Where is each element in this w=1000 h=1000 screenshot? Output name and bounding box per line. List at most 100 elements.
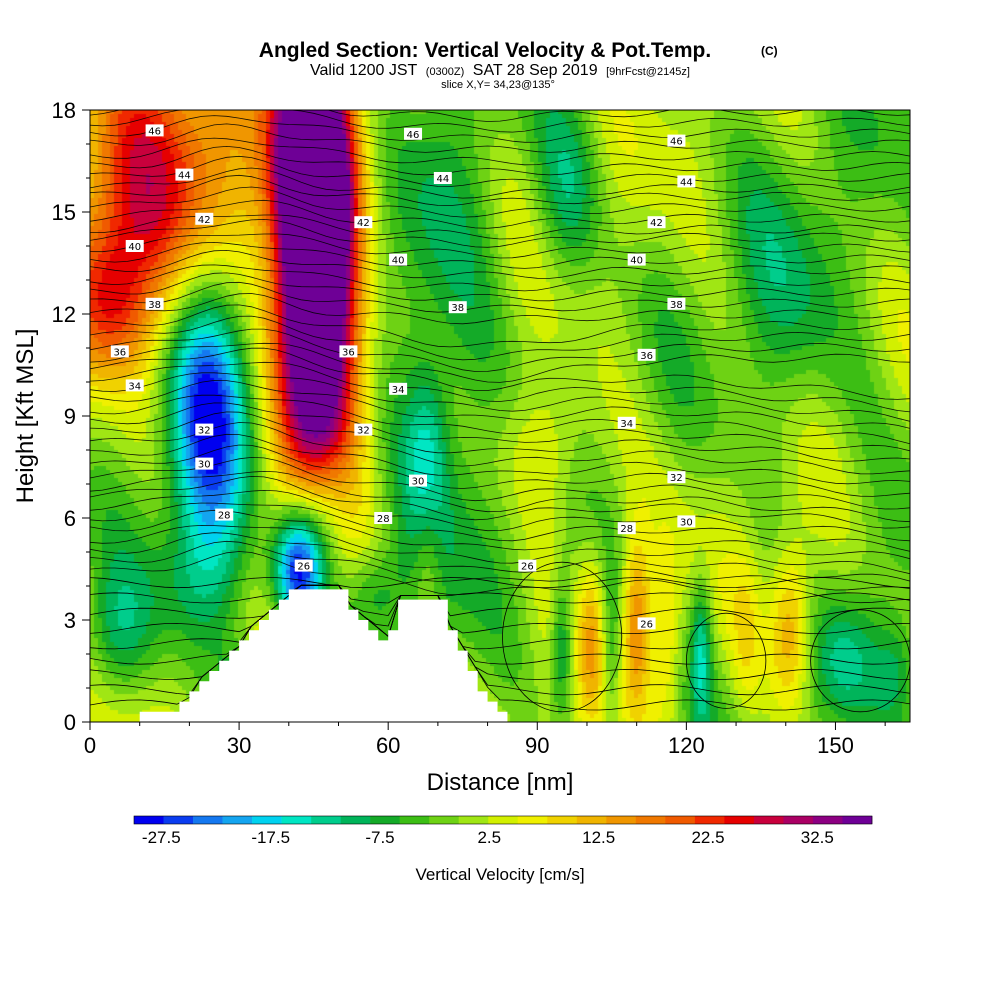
colorbar-tick-label: 22.5 [691,828,724,847]
colorbar-tick-label: -17.5 [251,828,290,847]
theta-contour-line [90,456,910,510]
contour-label-box [195,457,214,470]
contour-label-text: 26 [297,562,310,573]
theta-contour-line [90,110,910,122]
contour-label-text: 44 [436,174,449,185]
contour-label-box [518,559,537,572]
contour-label: 38 [667,297,686,311]
contour-label: 44 [433,172,452,185]
y-axis: 0 3 6 9 12 15 18 [52,98,90,735]
contour-label-text: 40 [630,256,643,267]
theta-contour-line [90,584,910,650]
contour-label-box [389,382,408,395]
contour-label-text: 38 [670,300,683,311]
colorbar-swatch [399,816,430,824]
contour-label-box [374,512,393,524]
contour-label-text: 30 [680,517,693,528]
contour-label: 42 [195,212,214,226]
colorbar-tick-label: 32.5 [801,828,834,847]
contour-label-box [627,253,646,266]
theta-contour-line [90,241,910,269]
contour-label: 28 [374,512,393,525]
contour-label-box [339,345,358,358]
theta-contour-line [90,502,910,552]
colorbar-swatch [488,816,519,824]
contour-label: 26 [294,559,313,573]
theta-contour-line [90,328,910,372]
y-tick-label: 18 [52,98,76,123]
contour-label-text: 34 [392,385,405,396]
colorbar-swatch [193,816,223,824]
valid-time: Valid 1200 JST [310,62,418,79]
contour-label: 30 [195,457,214,471]
contour-label-box [448,301,467,314]
contour-label-text: 28 [218,511,231,522]
theta-contour-line [90,272,910,302]
contour-label: 38 [145,297,164,311]
contour-label-box [677,175,696,188]
contour-label: 34 [617,416,636,430]
contour-label-text: 26 [521,562,534,573]
theta-contour-line [90,422,910,475]
colorbar-tick-label: -7.5 [365,828,394,847]
contour-label-box [667,471,686,484]
theta-contour-line [90,186,910,218]
colorbar-swatch [635,816,666,824]
colorbar-label: Vertical Velocity [cm/s] [415,865,584,884]
theta-contour-line [90,379,910,429]
theta-contour-line [90,218,910,248]
theta-contour-line [90,532,910,582]
slice-info: slice X,Y= 34,23@135° [441,79,555,91]
colorbar-swatch [753,816,784,824]
theta-contour-line [90,137,910,166]
x-tick-label: 0 [84,733,96,758]
contour-label: 26 [637,617,656,630]
theta-contour-line [90,214,910,240]
colorbar-tick-label: 12.5 [582,828,615,847]
contour-labels: 46 46 46 44 44 44 42 42 42 40 40 40 38 38 38 36 36 36 34 34… [110,124,696,630]
y-tick-label: 6 [64,506,76,531]
y-tick-label: 0 [64,710,76,735]
contour-label: 34 [125,379,144,392]
contour-label-box [110,345,129,358]
theta-contour-line [90,540,910,591]
contour-label-text: 36 [113,347,126,358]
contour-label: 36 [110,345,129,358]
contour-label: 44 [175,168,194,182]
contour-label: 26 [518,559,537,573]
contour-label-text: 36 [640,351,653,362]
contour-label-text: 28 [620,524,633,535]
contour-label-text: 26 [640,619,653,630]
contour-label: 44 [677,175,696,188]
contour-label: 40 [627,253,646,267]
contour-label-text: 40 [392,256,405,267]
colorbar-swatch [724,816,755,824]
contour-label-text: 44 [680,177,693,188]
contour-label-box [637,617,656,630]
contour-label-box [195,423,214,436]
contour-label-box [647,216,666,229]
x-axis-label: Distance [nm] [427,769,574,796]
contour-label-box [409,474,427,487]
contour-label-text: 30 [412,477,425,488]
colorbar-swatch [842,816,873,824]
theta-contour-line [90,304,910,348]
contour-label: 42 [354,216,373,229]
x-tick-label: 150 [817,733,854,758]
theta-contour-line [90,110,910,133]
theta-contour-loop [685,612,767,709]
theta-contour-line [90,394,910,445]
theta-contour-line [90,115,910,143]
colorbar-swatch [222,816,253,824]
theta-contour-line [90,372,910,422]
contour-label-box [354,423,373,436]
contour-label: 32 [354,423,373,437]
theta-contour-line [90,584,910,665]
contour-label: 46 [667,134,686,148]
theta-contour-loop [810,609,910,713]
contour-label-text: 46 [670,137,683,148]
contour-label: 32 [667,471,686,484]
contour-label-box [354,216,373,229]
y-tick-label: 9 [64,404,76,429]
